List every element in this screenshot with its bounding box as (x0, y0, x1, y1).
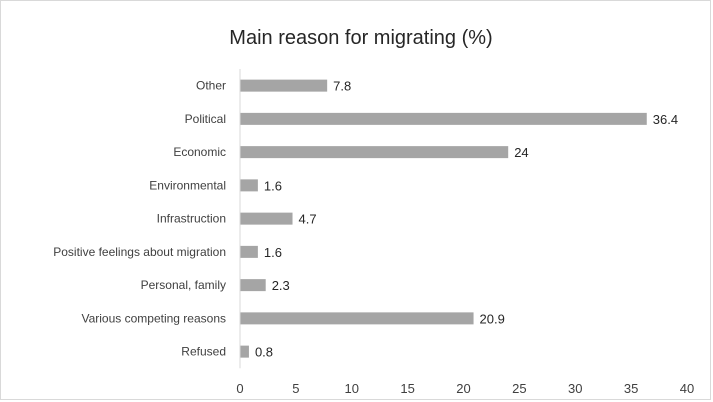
bar (240, 312, 474, 325)
data-label: 0.8 (255, 345, 273, 360)
bar (240, 279, 266, 292)
x-tick-label: 35 (624, 381, 638, 396)
x-axis: 0 5 10 15 20 25 30 35 40 (236, 69, 694, 396)
x-tick-label: 25 (512, 381, 526, 396)
data-label: 7.8 (333, 79, 351, 94)
data-label: 2.3 (272, 278, 290, 293)
data-label: 1.6 (264, 245, 282, 260)
data-label: 1.6 (264, 178, 282, 193)
data-label: 24 (514, 145, 528, 160)
bar (240, 146, 509, 159)
data-label: 4.7 (299, 212, 317, 227)
data-label: 20.9 (480, 311, 505, 326)
x-tick-label: 40 (680, 381, 694, 396)
bar (240, 345, 249, 358)
data-label: 36.4 (653, 112, 678, 127)
x-tick-label: 5 (292, 381, 299, 396)
x-tick-label: 20 (456, 381, 470, 396)
category-label: Environmental (149, 178, 226, 192)
x-tick-label: 15 (400, 381, 414, 396)
category-label: Positive feelings about migration (53, 245, 226, 259)
x-tick-label: 30 (568, 381, 582, 396)
chart-title: Main reason for migrating (%) (229, 27, 492, 49)
category-label: Political (185, 112, 226, 126)
bar (240, 212, 293, 225)
bar (240, 245, 258, 258)
bar (240, 112, 647, 125)
bars-layer: Other 7.8 Political 36.4 Economic 24 Environme… (53, 79, 678, 360)
bar (240, 179, 258, 192)
x-tick-label: 0 (236, 381, 243, 396)
category-label: Personal, family (141, 278, 226, 292)
category-label: Infrastruction (157, 212, 226, 226)
category-label: Economic (173, 145, 226, 159)
category-label: Refused (181, 345, 226, 359)
bar (240, 79, 328, 92)
x-tick-label: 10 (345, 381, 359, 396)
category-label: Various competing reasons (81, 311, 226, 325)
category-label: Other (196, 79, 226, 93)
